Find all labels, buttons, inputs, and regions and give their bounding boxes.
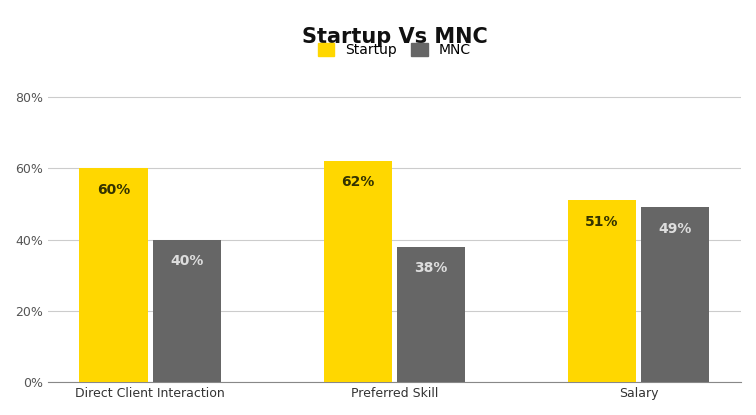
Bar xyxy=(641,208,709,382)
Text: 51%: 51% xyxy=(585,215,618,229)
Text: 40%: 40% xyxy=(170,254,203,268)
Text: 60%: 60% xyxy=(97,183,130,197)
Bar xyxy=(324,161,392,382)
Bar xyxy=(153,239,221,382)
Text: 38%: 38% xyxy=(414,261,448,275)
Text: 49%: 49% xyxy=(658,222,692,236)
Title: Startup Vs MNC: Startup Vs MNC xyxy=(302,27,488,47)
Bar xyxy=(397,247,465,382)
Bar xyxy=(568,200,637,382)
Bar xyxy=(79,168,147,382)
Text: 62%: 62% xyxy=(341,176,374,189)
Legend: Startup, MNC: Startup, MNC xyxy=(312,38,476,63)
